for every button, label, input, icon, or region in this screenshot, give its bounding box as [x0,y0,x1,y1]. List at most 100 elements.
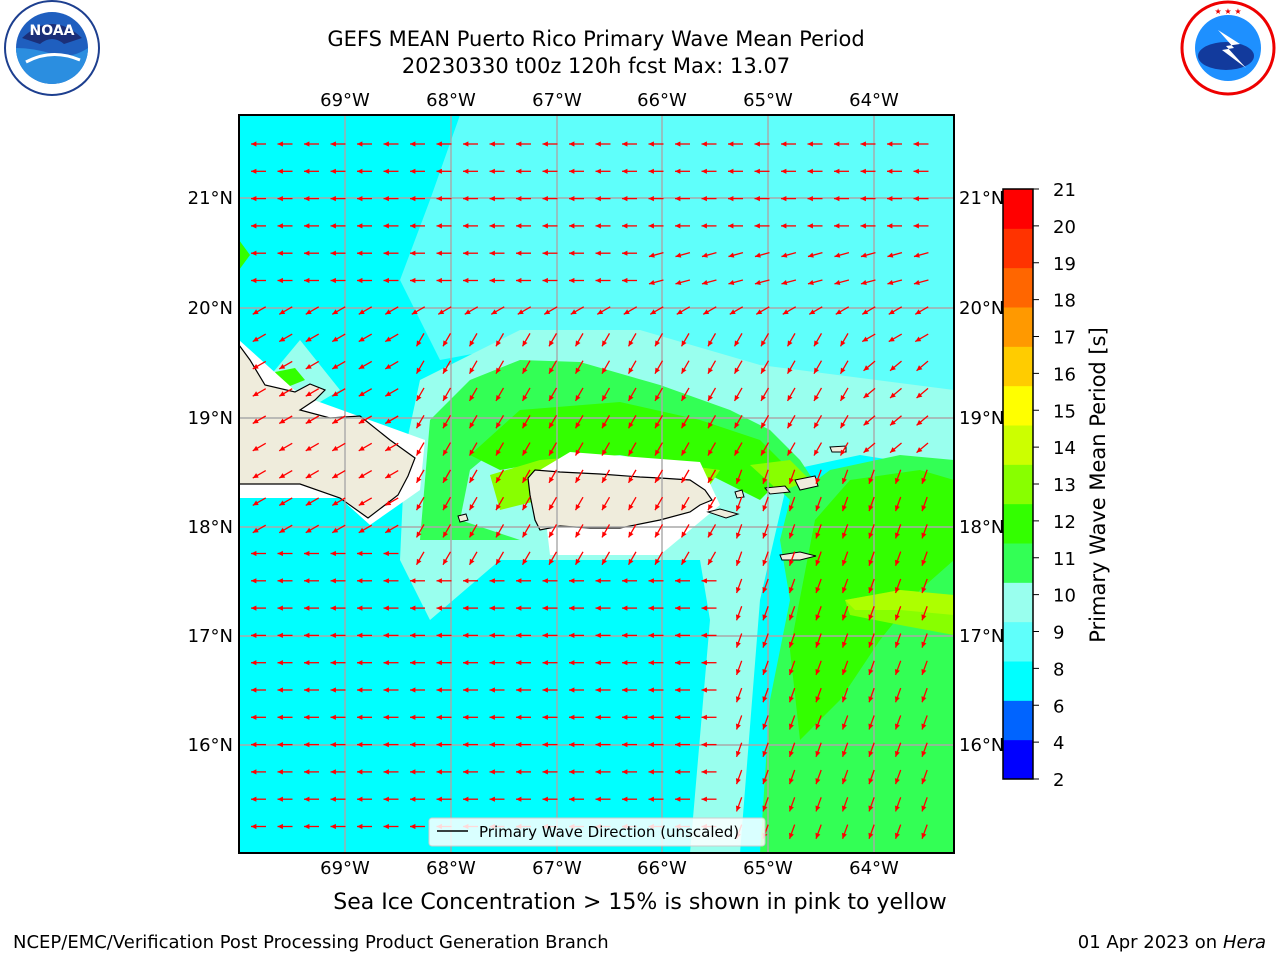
wave-arrow-icon [627,524,637,538]
legend-label: Primary Wave Direction (unscaled) [479,823,739,841]
wave-arrow-icon [437,306,452,315]
wave-arrow-icon [595,741,611,748]
wave-arrow-icon [305,497,320,506]
wave-arrow-icon [521,414,531,429]
wave-arrow-icon [622,277,637,284]
wave-arrow-icon [278,470,293,479]
wave-arrow-icon [680,387,690,402]
wave-arrow-icon [762,687,769,703]
wave-arrow-icon [542,687,558,693]
wave-arrow-icon [383,250,399,256]
wave-arrow-icon [516,660,531,666]
wave-arrow-icon [383,741,399,748]
wave-arrow-icon [463,168,478,174]
lon-label: 64°W [849,90,899,111]
wave-arrow-icon [863,360,876,372]
wave-arrow-icon [648,141,664,147]
lon-label: 68°W [426,858,476,879]
wave-arrow-icon [788,742,796,758]
wave-arrow-icon [815,742,822,758]
wave-arrow-icon [627,387,637,402]
colorbar-tick-label: 9 [1053,623,1064,644]
colorbar-tick-label: 19 [1053,254,1076,275]
wave-arrow-icon [815,578,822,594]
wave-arrow-icon [701,252,717,258]
wave-arrow-icon [278,442,293,452]
wave-arrow-icon [676,306,691,315]
wave-arrow-icon [788,633,796,648]
wave-arrow-icon [735,797,743,812]
wave-arrow-icon [489,796,505,802]
wave-arrow-icon [701,578,717,584]
wave-arrow-icon [913,168,929,174]
wave-arrow-icon [754,279,770,285]
wave-arrow-icon [464,306,479,315]
wave-arrow-icon [648,195,664,202]
wave-arrow-icon [410,714,425,720]
wave-arrow-icon [863,387,876,399]
wave-arrow-icon [442,551,452,566]
wave-arrow-icon [384,497,399,506]
wave-arrow-icon [622,687,637,693]
wave-arrow-icon [357,223,372,229]
wave-arrow-icon [913,252,929,258]
wave-arrow-icon [357,741,372,748]
wave-arrow-icon [707,333,717,347]
wave-arrow-icon [521,524,531,538]
wave-arrow-icon [782,306,797,315]
colorbar-tick-label: 8 [1053,659,1064,680]
wave-arrow-icon [304,223,319,229]
wave-arrow-icon [601,442,611,456]
wave-arrow-icon [277,823,293,830]
wave-arrow-icon [383,578,399,584]
wave-arrow-icon [680,442,690,456]
wave-arrow-icon [383,714,399,720]
wave-arrow-icon [442,360,452,374]
wave-arrow-icon [569,578,584,584]
lat-label: 17°N [959,626,1004,647]
wave-arrow-icon [442,496,452,511]
wave-arrow-icon [383,687,399,693]
wave-arrow-icon [489,168,505,174]
wave-arrow-icon [921,496,928,512]
wave-arrow-icon [733,387,743,402]
wave-arrow-icon [808,306,823,315]
wave-arrow-icon [675,632,690,639]
wave-arrow-icon [574,551,584,566]
wave-arrow-icon [648,578,664,584]
wave-arrow-icon [648,796,664,802]
lon-label: 69°W [320,858,370,879]
wave-arrow-icon [735,769,743,785]
wave-arrow-icon [680,496,690,511]
wave-arrow-icon [735,687,743,703]
wave-arrow-icon [813,414,823,429]
wave-arrow-icon [415,360,425,374]
wave-arrow-icon [463,578,478,584]
wave-arrow-icon [542,632,558,639]
wave-arrow-icon [868,824,875,839]
wave-arrow-icon [733,442,743,456]
wave-arrow-icon [788,524,796,539]
wave-arrow-icon [894,660,902,676]
wave-arrow-icon [807,279,823,285]
wave-arrow-icon [569,741,584,748]
wave-arrow-icon [860,252,876,258]
wave-arrow-icon [305,524,320,534]
wave-arrow-icon [277,769,293,775]
wave-arrow-icon [569,714,584,720]
wave-arrow-icon [921,660,928,676]
lat-label: 16°N [959,735,1004,756]
wave-arrow-icon [788,496,796,512]
wave-arrow-icon [701,714,717,720]
puerto-rico-land [527,469,713,531]
wave-arrow-icon [463,769,478,775]
wave-arrow-icon [516,223,531,229]
wave-arrow-icon [889,415,902,426]
wave-arrow-icon [358,442,373,452]
wave-arrow-icon [627,414,637,429]
wave-arrow-icon [384,333,399,343]
wave-arrow-icon [595,141,611,147]
wave-arrow-icon [489,687,505,693]
wave-arrow-icon [489,250,505,256]
wave-arrow-icon [358,415,373,425]
